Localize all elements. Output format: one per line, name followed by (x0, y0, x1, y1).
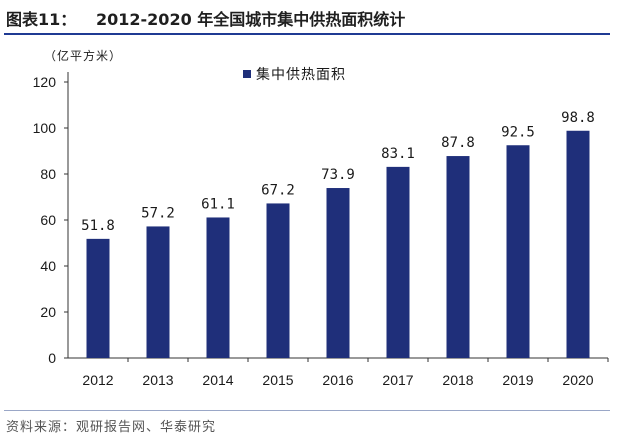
figure-title: 2012-2020 年全国城市集中供热面积统计 (96, 10, 406, 29)
bar (566, 130, 590, 358)
value-label: 83.1 (381, 146, 415, 162)
y-tick-label: 40 (40, 258, 56, 274)
bar-chart: 0 20 40 60 80 100 120 51.8 2012 57.2 2013 61.1 2014 6… (33, 66, 609, 388)
x-tick-label: 2012 (82, 372, 113, 388)
y-tick-label: 0 (48, 350, 56, 366)
bar (386, 166, 410, 358)
bar (206, 217, 230, 358)
value-label: 61.1 (201, 196, 235, 212)
legend-label: 集中供热面积 (256, 66, 346, 83)
value-label: 67.2 (261, 182, 295, 198)
bar (266, 203, 290, 358)
figure-label: 图表11： (6, 10, 77, 29)
value-label: 51.8 (81, 218, 115, 234)
y-tick-label: 20 (40, 304, 56, 320)
bar (326, 188, 350, 358)
footer-divider (4, 410, 610, 411)
value-label: 87.8 (441, 135, 475, 151)
bar (86, 238, 110, 358)
bar (146, 226, 170, 358)
x-tick-label: 2013 (142, 372, 173, 388)
x-tick-label: 2020 (562, 372, 593, 388)
source-note: 资料来源：观研报告网、华泰研究 (6, 420, 217, 435)
y-tick-label: 100 (33, 120, 57, 136)
y-axis-unit-label: （亿平方米） (44, 49, 123, 63)
value-label: 92.5 (501, 124, 535, 140)
bar (506, 145, 530, 358)
x-tick-label: 2015 (262, 372, 293, 388)
x-tick-label: 2017 (382, 372, 413, 388)
x-tick-label: 2014 (202, 372, 233, 388)
y-tick-label: 120 (33, 74, 57, 90)
bar (446, 156, 470, 358)
x-tick-label: 2016 (322, 372, 353, 388)
value-label: 57.2 (141, 205, 175, 221)
y-tick-label: 60 (40, 212, 56, 228)
value-label: 73.9 (321, 167, 355, 183)
x-tick-label: 2019 (502, 372, 533, 388)
legend-swatch (243, 70, 251, 78)
y-tick-label: 80 (40, 166, 56, 182)
value-label: 98.8 (561, 110, 595, 126)
x-tick-label: 2018 (442, 372, 473, 388)
header-divider (4, 33, 610, 35)
figure-header: 图表11： 2012-2020 年全国城市集中供热面积统计 (0, 0, 622, 36)
